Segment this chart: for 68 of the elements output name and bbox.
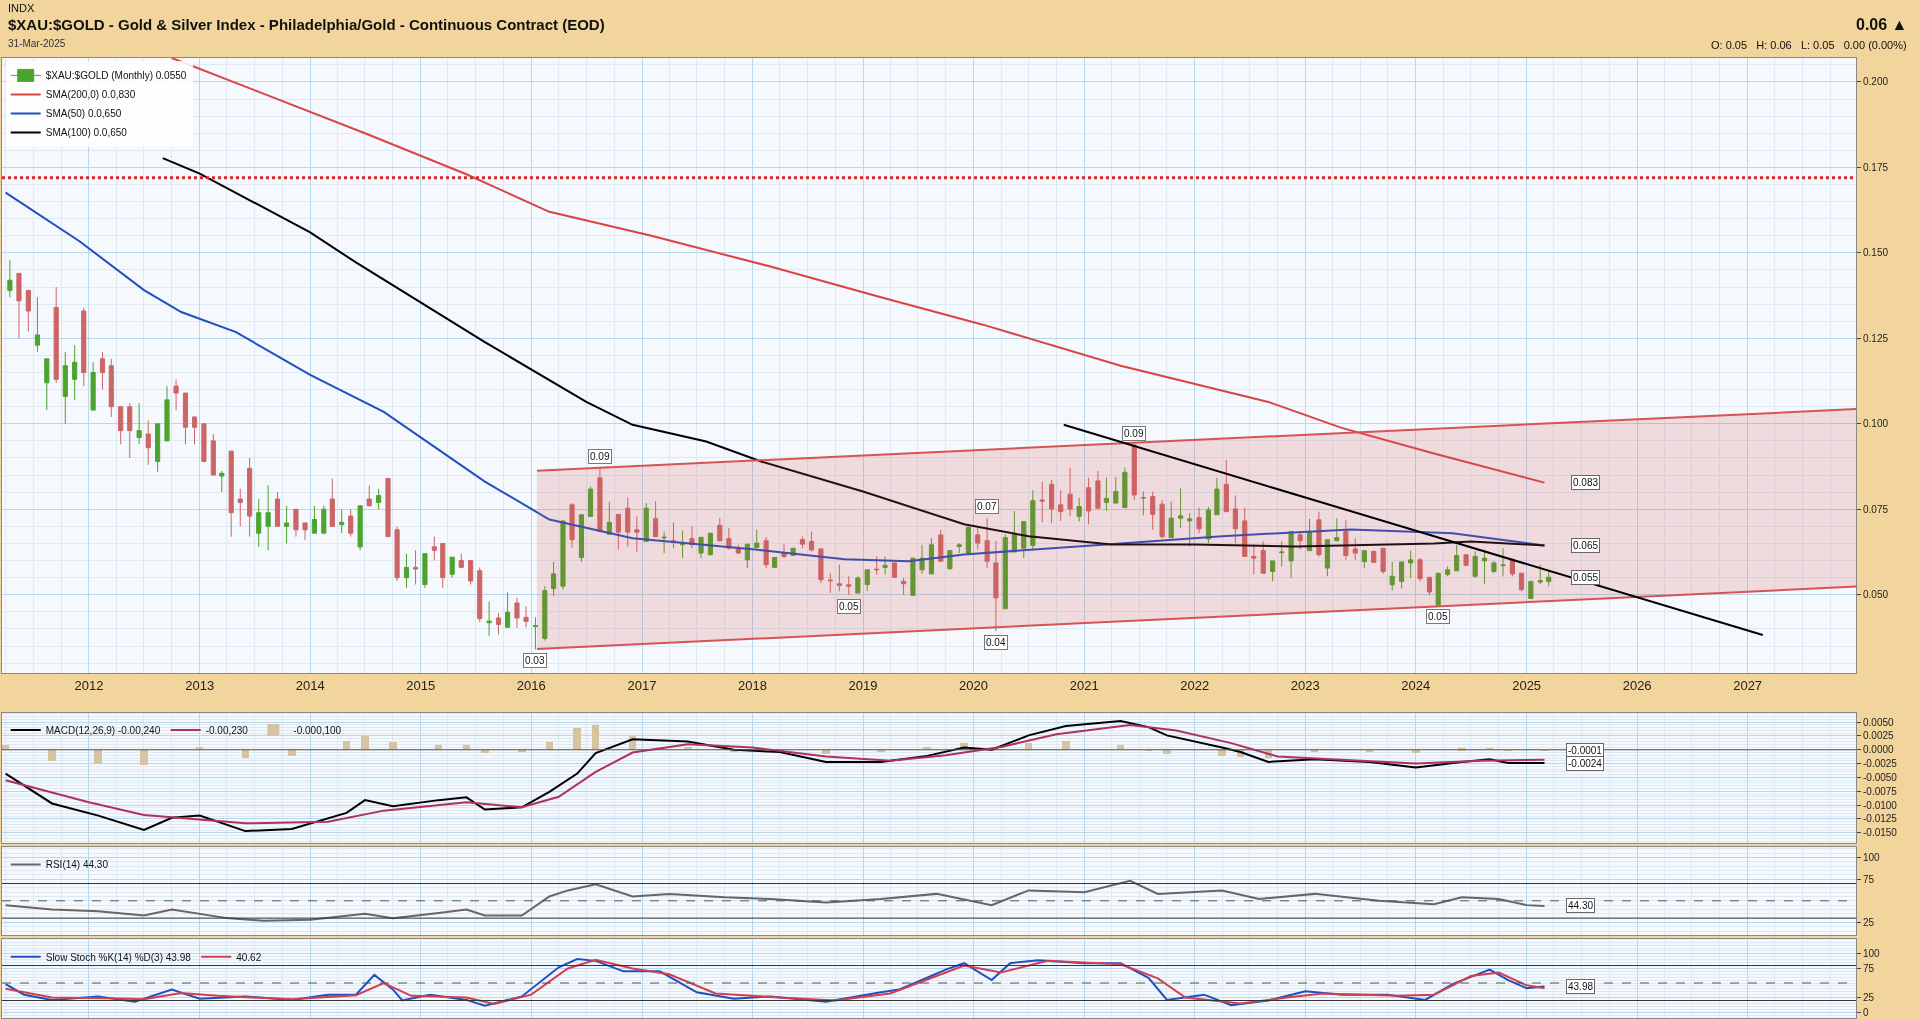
- x-tick-label: 2015: [406, 677, 436, 693]
- y-tick-label: 0: [1863, 1006, 1869, 1018]
- x-tick-label: 2019: [848, 677, 878, 693]
- x-tick-label: 2027: [1733, 677, 1763, 693]
- annotation: 0.05: [839, 601, 859, 612]
- y-tick-label: 0.075: [1863, 503, 1889, 515]
- text: INDX: [8, 2, 35, 14]
- y-tick-label: 100: [1863, 948, 1881, 960]
- legend-label: 40.62: [236, 951, 262, 963]
- annotation: -0.0024: [1568, 758, 1603, 769]
- x-tick-label: 2025: [1512, 677, 1542, 693]
- y-tick-label: 0.0050: [1863, 716, 1895, 728]
- y-tick-label: 0.0000: [1863, 744, 1895, 756]
- x-tick-label: 2014: [295, 677, 325, 693]
- y-tick-label: 0.200: [1863, 76, 1889, 88]
- x-tick-label: 2022: [1180, 677, 1210, 693]
- legend-label: MACD(12,26,9) -0.00,240: [45, 725, 161, 736]
- annotation: 43.98: [1568, 981, 1594, 992]
- y-tick-label: 0.050: [1863, 589, 1889, 601]
- y-tick-label: 25: [1863, 916, 1875, 928]
- x-tick-label: 2021: [1069, 677, 1099, 693]
- x-tick-label: 2026: [1622, 677, 1652, 693]
- y-tick-label: -0.0125: [1863, 813, 1898, 825]
- y-tick-label: 0.175: [1863, 161, 1889, 173]
- x-tick-label: 2012: [74, 677, 104, 693]
- y-tick-label: -0.0075: [1863, 785, 1898, 797]
- annotation: 0.065: [1573, 540, 1599, 551]
- y-tick-label: 25: [1863, 992, 1875, 1004]
- x-tick-label: 2023: [1290, 677, 1320, 693]
- annotation: 0.03: [525, 655, 545, 666]
- y-tick-label: 75: [1863, 962, 1875, 974]
- y-tick-label: 0.150: [1863, 247, 1889, 259]
- x-tick-label: 2016: [516, 677, 546, 693]
- legend-label: -0.000,100: [293, 725, 342, 736]
- x-tick-label: 2017: [627, 677, 657, 693]
- legend-label: $XAU:$GOLD (Monthly) 0.0550: [45, 70, 187, 82]
- y-tick-label: -0.0100: [1863, 799, 1898, 811]
- x-tick-label: 2024: [1401, 677, 1431, 693]
- annotation: 0.04: [986, 637, 1006, 648]
- y-tick-label: -0.0150: [1863, 827, 1898, 839]
- chart-subtitle: 31-Mar-2025: [8, 38, 66, 49]
- legend-label: SMA(200,0) 0.0,830: [45, 89, 136, 101]
- legend-label: Slow Stoch %K(14) %D(3) 43.98: [45, 951, 192, 963]
- text: O: 0.05 H: 0.06 L: 0.05 0.00 (0.00%): [1711, 39, 1907, 51]
- text: 0.06 ▲: [1856, 16, 1908, 33]
- x-tick-label: 2020: [959, 677, 988, 693]
- annotation: 0.05: [1428, 611, 1448, 622]
- y-tick-label: 0.0025: [1863, 730, 1895, 742]
- x-tick-label: 2018: [738, 677, 767, 693]
- chart-title: $XAU:$GOLD - Gold & Silver Index - Philadelphia/Gold - Continuous Contract (EOD): [8, 16, 605, 33]
- legend-label: SMA(100) 0.0,650: [45, 127, 128, 139]
- y-tick-label: 100: [1863, 852, 1881, 864]
- annotation: 0.07: [977, 501, 997, 512]
- annotation: 0.055: [1573, 572, 1599, 583]
- y-tick-label: 0.125: [1863, 332, 1889, 344]
- y-tick-label: -0.0025: [1863, 758, 1898, 770]
- annotation: -0.0001: [1568, 745, 1603, 756]
- y-tick-label: -0.0050: [1863, 771, 1898, 783]
- y-tick-label: 75: [1863, 873, 1875, 885]
- annotation: 44.30: [1568, 900, 1594, 911]
- y-tick-label: 0.100: [1863, 418, 1889, 430]
- x-tick-label: 2013: [185, 677, 215, 693]
- annotation: 0.083: [1573, 477, 1599, 488]
- legend-label: RSI(14) 44.30: [45, 859, 109, 871]
- legend-label: -0.00,230: [205, 725, 249, 736]
- annotation: 0.09: [590, 451, 610, 462]
- legend-label: SMA(50) 0.0,650: [45, 108, 122, 120]
- annotation: 0.09: [1124, 428, 1144, 439]
